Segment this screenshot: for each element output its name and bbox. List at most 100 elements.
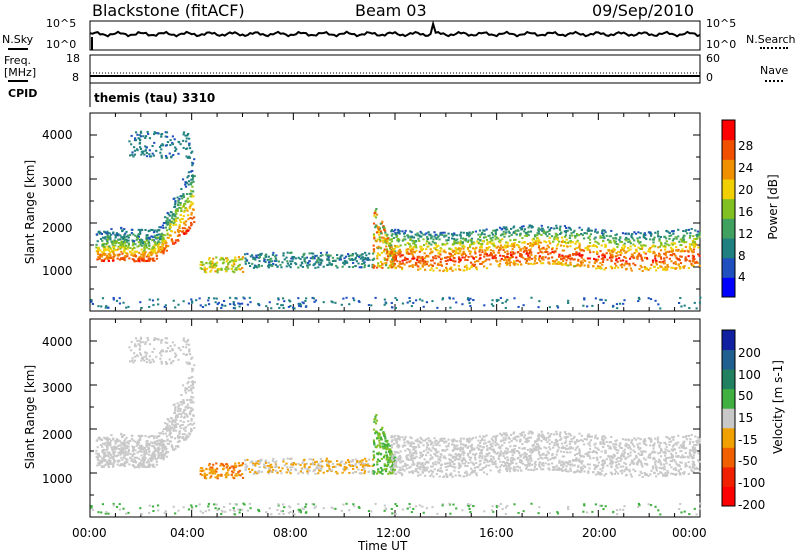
power-echo-pixel	[130, 232, 133, 235]
power-echo-pixel	[660, 257, 663, 260]
velocity-echo-pixel	[652, 456, 655, 459]
velocity-echo-pixel	[327, 462, 330, 465]
power-echo-pixel	[177, 231, 180, 234]
power-echo-pixel	[388, 265, 391, 268]
power-echo-pixel	[134, 139, 138, 142]
power-echo-pixel	[107, 259, 111, 262]
velocity-echo-pixel	[505, 451, 508, 454]
power-echo-pixel	[433, 246, 436, 249]
velocity-echo-pixel	[143, 446, 147, 449]
velocity-echo-pixel	[587, 471, 590, 474]
power-echo-pixel	[244, 257, 247, 260]
velocity-echo-pixel	[466, 465, 469, 468]
xtick-2400: 00:00	[672, 526, 707, 540]
power-echo-pixel	[208, 256, 211, 259]
power-echo-pixel	[374, 211, 377, 214]
velocity-echo-pixel	[380, 457, 383, 460]
velocity-echo-pixel	[186, 436, 189, 439]
velocity-echo-pixel	[131, 455, 134, 458]
power-echo-pixel	[561, 249, 564, 252]
power-echo-pixel	[151, 259, 154, 262]
velocity-echo-pixel	[553, 466, 556, 469]
velocity-echo-pixel	[478, 464, 481, 467]
power-echo-pixel	[129, 233, 132, 236]
power-echo-pixel	[572, 258, 575, 261]
velocity-echo-pixel	[444, 449, 447, 452]
power-echo-pixel	[491, 255, 494, 258]
power-echo-pixel	[376, 238, 379, 241]
velocity-echo-pixel	[360, 472, 363, 475]
power-echo-pixel	[227, 262, 230, 265]
velocity-ytick-1000: 1000	[42, 472, 73, 486]
power-echo-pixel	[482, 261, 485, 264]
velocity-echo-pixel	[122, 442, 125, 445]
power-echo-pixel	[600, 244, 603, 247]
velocity-echo-pixel	[116, 454, 120, 457]
velocity-echo-pixel	[405, 455, 408, 458]
power-echo-pixel	[305, 256, 309, 259]
power-echo-pixel	[235, 268, 238, 271]
power-echo-pixel	[166, 233, 169, 236]
velocity-echo-pixel	[400, 468, 403, 471]
noise-search-label: N.Search	[746, 33, 796, 46]
velocity-echo-pixel	[628, 446, 632, 449]
velocity-echo-pixel	[670, 466, 673, 469]
velocity-echo-pixel	[394, 459, 397, 462]
power-echo-pixel	[615, 264, 618, 267]
power-echo-pixel	[173, 221, 176, 224]
power-echo-pixel	[181, 227, 184, 230]
power-echo-pixel	[175, 212, 178, 215]
velocity-echo-pixel	[96, 453, 100, 456]
power-echo-pixel	[238, 258, 241, 261]
power-echo-pixel	[148, 149, 151, 152]
power-echo-pixel	[382, 236, 385, 239]
velocity-echo-pixel	[599, 468, 602, 471]
power-echo-pixel	[273, 255, 277, 258]
power-echo-pixel	[394, 253, 397, 256]
velocity-colorbar-swatch	[722, 408, 735, 429]
velocity-echo-pixel	[186, 399, 189, 402]
velocity-echo-pixel	[398, 438, 401, 441]
velocity-echo-pixel	[166, 347, 170, 350]
velocity-echo-pixel	[408, 471, 411, 474]
velocity-echo-pixel	[156, 435, 159, 438]
velocity-echo-pixel	[168, 430, 172, 433]
power-echo-pixel	[539, 228, 542, 231]
velocity-echo-pixel	[553, 444, 556, 447]
nave-label: Nave	[760, 64, 789, 77]
power-echo-pixel	[113, 241, 116, 244]
velocity-echo-pixel	[130, 434, 133, 437]
velocity-echo-pixel	[409, 444, 412, 447]
power-echo-pixel	[470, 237, 474, 240]
power-echo-pixel	[155, 257, 159, 260]
power-echo-pixel	[685, 258, 688, 261]
velocity-echo-pixel	[653, 442, 656, 445]
power-echo-pixel	[543, 240, 546, 243]
velocity-echo-pixel	[211, 466, 214, 469]
velocity-echo-pixel	[137, 439, 140, 442]
velocity-echo-pixel	[182, 401, 186, 404]
power-echo-pixel	[270, 264, 273, 267]
velocity-echo-pixel	[664, 460, 667, 463]
velocity-echo-pixel	[524, 440, 527, 443]
power-echo-pixel	[613, 266, 617, 269]
power-echo-pixel	[508, 231, 511, 234]
velocity-echo-pixel	[409, 451, 412, 454]
velocity-echo-pixel	[480, 468, 483, 471]
power-echo-pixel	[669, 253, 672, 256]
power-echo-pixel	[643, 232, 646, 235]
velocity-echo-pixel	[418, 461, 421, 464]
power-echo-pixel	[390, 244, 393, 247]
power-echo-pixel	[187, 180, 191, 183]
power-echo-pixel	[401, 230, 404, 233]
power-echo-pixel	[406, 241, 409, 244]
velocity-echo-pixel	[587, 451, 590, 454]
velocity-echo-pixel	[388, 456, 391, 459]
velocity-echo-pixel	[625, 456, 628, 459]
power-echo-pixel	[119, 247, 122, 250]
velocity-echo-pixel	[389, 448, 392, 451]
power-echo-pixel	[566, 241, 570, 244]
velocity-echo-pixel	[189, 398, 193, 401]
velocity-echo-pixel	[175, 418, 178, 421]
velocity-echo-pixel	[142, 465, 146, 468]
